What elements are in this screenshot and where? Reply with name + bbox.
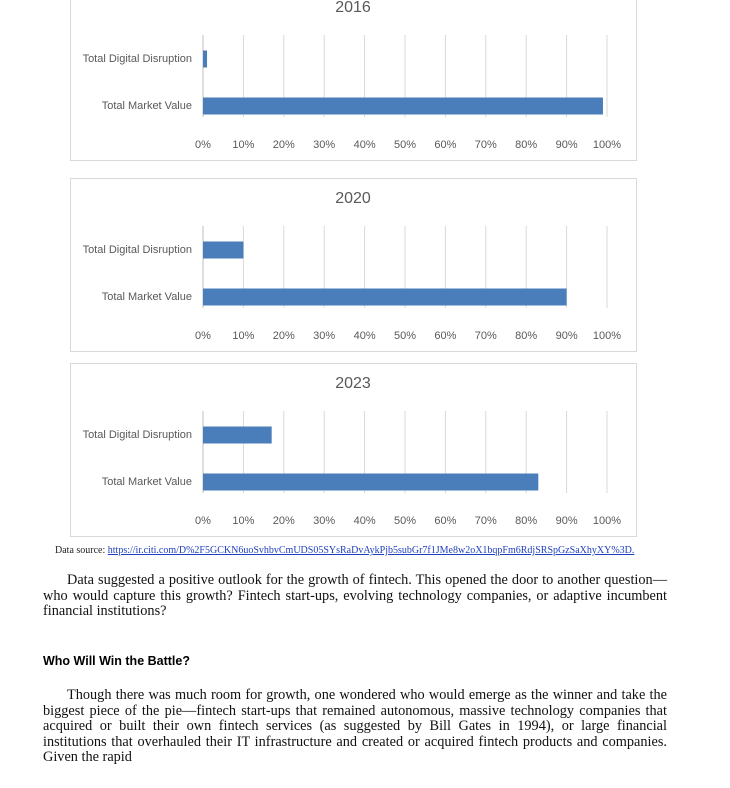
x-tick-label: 10%	[232, 139, 254, 151]
y-tick-label: Total Digital Disruption	[83, 244, 192, 256]
y-tick-label: Total Digital Disruption	[83, 429, 192, 441]
x-tick-label: 100%	[593, 330, 621, 342]
bar	[203, 288, 567, 306]
chart-frame	[70, 0, 637, 161]
bar	[203, 473, 539, 491]
x-tick-label: 0%	[195, 515, 211, 527]
x-tick-label: 80%	[515, 139, 537, 151]
bar	[203, 50, 208, 68]
x-tick-label: 10%	[232, 515, 254, 527]
x-tick-label: 100%	[593, 139, 621, 151]
x-tick-label: 30%	[313, 139, 335, 151]
chart-2016: 2016 0% 10% 20% 30% 40% 50% 60% 70% 80% 90% 100% Tot…	[70, 0, 637, 161]
x-tick-label: 20%	[273, 515, 295, 527]
bar	[203, 97, 603, 115]
x-tick-label: 50%	[394, 515, 416, 527]
source-link[interactable]: https://ir.citi.com/D%2F5GCKN6uoSvhbvCmU…	[107, 545, 635, 556]
x-tick-label: 30%	[313, 330, 335, 342]
x-tick-label: 40%	[354, 330, 376, 342]
x-tick-label: 10%	[232, 330, 254, 342]
x-tick-label: 20%	[273, 139, 295, 151]
x-tick-label: 60%	[434, 515, 456, 527]
x-tick-label: 100%	[593, 515, 621, 527]
x-tick-label: 30%	[313, 515, 335, 527]
chart-2020: 2020 0% 10% 20% 30% 40% 50% 60% 70% 80% 90% 100% Tot…	[70, 178, 637, 352]
x-tick-label: 70%	[475, 139, 497, 151]
x-tick-label: 50%	[394, 139, 416, 151]
x-tick-label: 90%	[556, 515, 578, 527]
chart-frame	[70, 178, 637, 352]
x-tick-label: 90%	[556, 139, 578, 151]
chart-frame	[70, 363, 637, 537]
x-tick-label: 70%	[475, 330, 497, 342]
x-tick-label: 80%	[515, 515, 537, 527]
chart-2023: 2023 0% 10% 20% 30% 40% 50% 60% 70% 80% 90% 100% Tot…	[70, 363, 637, 537]
bar	[203, 241, 244, 259]
data-source: Data source: https://ir.citi.com/D%2F5GC…	[55, 545, 634, 556]
x-tick-label: 0%	[195, 330, 211, 342]
x-tick-label: 80%	[515, 330, 537, 342]
x-tick-label: 50%	[394, 330, 416, 342]
chart-title: 2016	[335, 0, 371, 16]
paragraph: Though there was much room for growth, o…	[43, 687, 667, 765]
x-tick-label: 20%	[273, 330, 295, 342]
paragraph: Data suggested a positive outlook for th…	[43, 572, 667, 619]
x-tick-label: 40%	[354, 139, 376, 151]
x-tick-label: 40%	[354, 515, 376, 527]
y-tick-label: Total Market Value	[102, 100, 192, 112]
bar	[203, 426, 272, 444]
heading: Who Will Win the Battle?	[43, 654, 190, 668]
source-label: Data source:	[55, 545, 106, 556]
x-tick-label: 60%	[434, 330, 456, 342]
chart-title: 2023	[335, 375, 371, 392]
y-tick-label: Total Market Value	[102, 291, 192, 303]
x-tick-label: 60%	[434, 139, 456, 151]
x-tick-label: 70%	[475, 515, 497, 527]
x-tick-label: 90%	[556, 330, 578, 342]
chart-title: 2020	[335, 190, 371, 207]
y-tick-label: Total Market Value	[102, 476, 192, 488]
x-tick-label: 0%	[195, 139, 211, 151]
y-tick-label: Total Digital Disruption	[83, 53, 192, 65]
